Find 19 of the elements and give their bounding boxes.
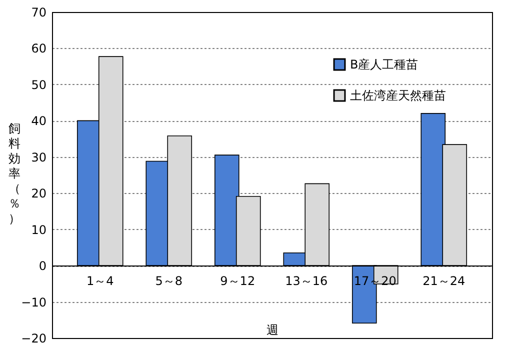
y-axis-title: 飼料効率（％）	[8, 122, 20, 226]
x-tick-label: 5～8	[155, 274, 183, 288]
y-tick-label: 50	[31, 78, 46, 92]
legend-label: 土佐湾産天然種苗	[350, 88, 446, 102]
x-tick-label: 9～12	[220, 274, 256, 288]
x-tick-label: 13～16	[285, 274, 328, 288]
x-tick-label: 1～4	[86, 274, 114, 288]
x-tick-label: 21～24	[422, 274, 466, 288]
y-tick-label: 10	[31, 222, 46, 237]
y-tick-label: 70	[31, 6, 46, 20]
y-tick-label: 20	[31, 186, 46, 201]
y-tick-label: 0	[38, 259, 46, 274]
legend-label: B産人工種苗	[350, 58, 418, 72]
y-tick-label: 60	[31, 42, 46, 56]
x-axis-title: 週	[266, 323, 278, 338]
y-tick-label: −10	[21, 295, 46, 310]
y-tick-label: −20	[21, 332, 46, 346]
y-tick-label: 30	[31, 150, 46, 164]
y-tick-label: 40	[31, 114, 46, 128]
